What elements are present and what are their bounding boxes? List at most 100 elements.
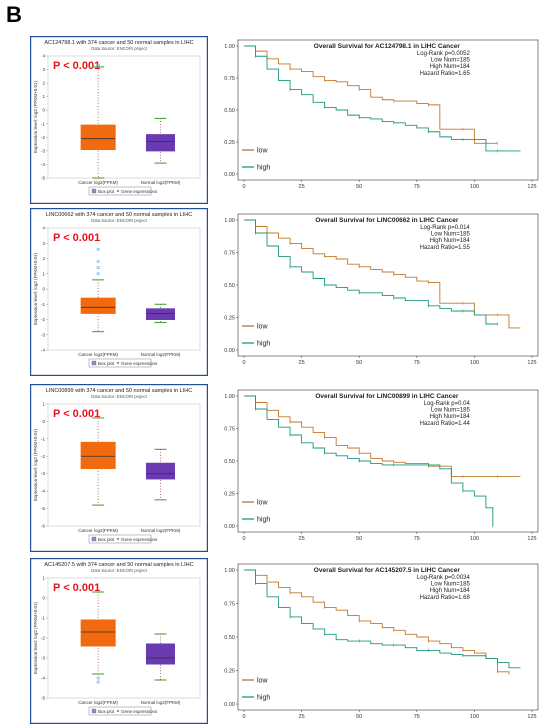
y-tick-label: -4 bbox=[41, 348, 45, 353]
y-axis-label: Expression level: log2 (FPKM+0.01) bbox=[33, 81, 38, 153]
y-tick-label: 0 bbox=[42, 287, 45, 292]
outlier-point bbox=[96, 63, 100, 67]
x-tick-label: 0 bbox=[242, 184, 245, 190]
y-tick-label: 0 bbox=[42, 419, 45, 424]
y-tick-label: -5 bbox=[41, 696, 45, 701]
km-stat-line: High Num=184 bbox=[430, 414, 471, 420]
y-tick-label: -4 bbox=[41, 676, 45, 681]
km-stat-line: Low Num=185 bbox=[431, 232, 471, 238]
outlier-point bbox=[96, 260, 100, 264]
y-tick-label: -3 bbox=[41, 148, 45, 153]
legend-label-high: high bbox=[257, 164, 270, 171]
y-tick-label: -1 bbox=[41, 616, 45, 621]
box-subtitle: Data Source: ENCORI project bbox=[91, 568, 147, 573]
x-category-label: Normal log2(FPKM) bbox=[141, 352, 181, 357]
x-tick-label: 100 bbox=[470, 360, 479, 366]
km-title: Overall Survival for AC124798.1 in LIHC … bbox=[314, 43, 461, 50]
y-tick-label: 2 bbox=[42, 81, 45, 86]
y-tick-label: -5 bbox=[41, 506, 45, 511]
y-tick-label: 1 bbox=[42, 94, 45, 99]
p-value-label: P < 0.001 bbox=[53, 60, 100, 72]
x-tick-label: 0 bbox=[242, 714, 245, 720]
y-tick-label: 1 bbox=[42, 576, 45, 581]
legend-label-high: high bbox=[257, 694, 270, 701]
legend-gene-swatch bbox=[117, 190, 119, 192]
y-tick-label: 0.25 bbox=[224, 316, 235, 322]
y-tick-label: -3 bbox=[41, 471, 45, 476]
y-tick-label: 1 bbox=[42, 271, 45, 276]
km-stat-line: High Num=184 bbox=[430, 238, 471, 244]
y-tick-label: -3 bbox=[41, 656, 45, 661]
km-stat-line: Log-Rank p=0.014 bbox=[420, 225, 470, 231]
x-tick-label: 125 bbox=[527, 184, 536, 190]
box-plot-linc00899: LINC00899 with 374 cancer and 50 normal … bbox=[30, 384, 209, 553]
outlier-point bbox=[96, 272, 100, 276]
km-stat-line: Log-Rank p=0.0052 bbox=[417, 51, 471, 57]
y-tick-label: -3 bbox=[41, 332, 45, 337]
x-tick-label: 25 bbox=[299, 714, 305, 720]
x-category-label: Cancer log2(FPKM) bbox=[78, 700, 118, 705]
y-tick-label: -6 bbox=[41, 524, 45, 529]
box-iqr bbox=[80, 619, 116, 647]
x-tick-label: 75 bbox=[414, 714, 420, 720]
legend-label-high: high bbox=[257, 516, 270, 523]
x-tick-label: 25 bbox=[299, 184, 305, 190]
y-tick-label: 0.00 bbox=[224, 172, 235, 178]
y-tick-label: -1 bbox=[41, 436, 45, 441]
y-tick-label: 0.75 bbox=[224, 602, 235, 608]
legend-box-swatch bbox=[91, 360, 97, 366]
km-title: Overall Survival for LINC00662 in LIHC C… bbox=[315, 217, 459, 224]
km-stat-line: Hazard Ratio=1.65 bbox=[420, 71, 471, 77]
legend-gene-expressions: Gene expressions bbox=[121, 709, 158, 714]
box-iqr bbox=[145, 643, 175, 665]
legend-frame bbox=[88, 706, 152, 716]
km-stat-line: Low Num=185 bbox=[431, 408, 471, 414]
y-tick-label: 0.50 bbox=[224, 108, 235, 114]
x-category-label: Normal log2(FPKM) bbox=[141, 180, 181, 185]
km-stat-line: Low Num=185 bbox=[431, 582, 471, 588]
km-curve-high bbox=[244, 45, 521, 152]
plot-area-frame bbox=[47, 403, 201, 527]
x-tick-label: 75 bbox=[414, 360, 420, 366]
km-plot-linc00899: 0 25 50 75 100 125 0.00 0.25 0.50 0.75 1.00 Overall… bbox=[224, 389, 539, 542]
y-tick-label: 4 bbox=[42, 54, 45, 59]
legend-label-high: high bbox=[257, 340, 270, 347]
outlier-point bbox=[96, 676, 100, 680]
legend-label-low: low bbox=[257, 499, 268, 506]
x-tick-label: 50 bbox=[356, 360, 362, 366]
outlier-point bbox=[96, 247, 100, 251]
y-tick-label: -1 bbox=[41, 121, 45, 126]
box-plot-ac124798: AC124798.1 with 374 cancer and 50 normal… bbox=[30, 36, 209, 205]
box-iqr bbox=[80, 297, 116, 314]
y-tick-label: -2 bbox=[41, 636, 45, 641]
x-tick-label: 25 bbox=[299, 360, 305, 366]
x-category-label: Cancer log2(FPKM) bbox=[78, 528, 118, 533]
km-curve-low bbox=[244, 219, 521, 329]
y-tick-label: -5 bbox=[41, 176, 45, 181]
y-tick-label: 1.00 bbox=[224, 218, 235, 224]
box-subtitle: Data Source: ENCORI project bbox=[91, 394, 147, 399]
km-curve-low bbox=[244, 45, 498, 144]
box-title: LINC00899 with 374 cancer and 50 normal … bbox=[46, 388, 192, 394]
outlier-point bbox=[96, 266, 100, 270]
y-tick-label: 0.50 bbox=[224, 459, 235, 465]
legend-box-swatch bbox=[91, 536, 97, 542]
box-subtitle: Data Source: ENCORI project bbox=[91, 218, 147, 223]
box-iqr bbox=[145, 134, 175, 152]
legend-gene-expressions: Gene expressions bbox=[121, 537, 158, 542]
km-plot-frame bbox=[237, 39, 539, 181]
km-stat-line: High Num=184 bbox=[430, 64, 471, 70]
y-tick-label: 0.50 bbox=[224, 283, 235, 289]
p-value-label: P < 0.001 bbox=[53, 582, 100, 594]
legend-frame bbox=[88, 186, 152, 196]
y-tick-label: 0 bbox=[42, 108, 45, 113]
y-tick-label: 0.25 bbox=[224, 140, 235, 146]
y-tick-label: 1.00 bbox=[224, 44, 235, 50]
legend-box-plot: Box plot bbox=[98, 709, 115, 714]
legend-box-plot: Box plot bbox=[98, 189, 115, 194]
legend-gene-swatch bbox=[117, 710, 119, 712]
y-tick-label: 1.00 bbox=[224, 394, 235, 400]
y-tick-label: 0.00 bbox=[224, 702, 235, 708]
y-tick-label: -2 bbox=[41, 135, 45, 140]
km-curve-low bbox=[244, 569, 510, 675]
